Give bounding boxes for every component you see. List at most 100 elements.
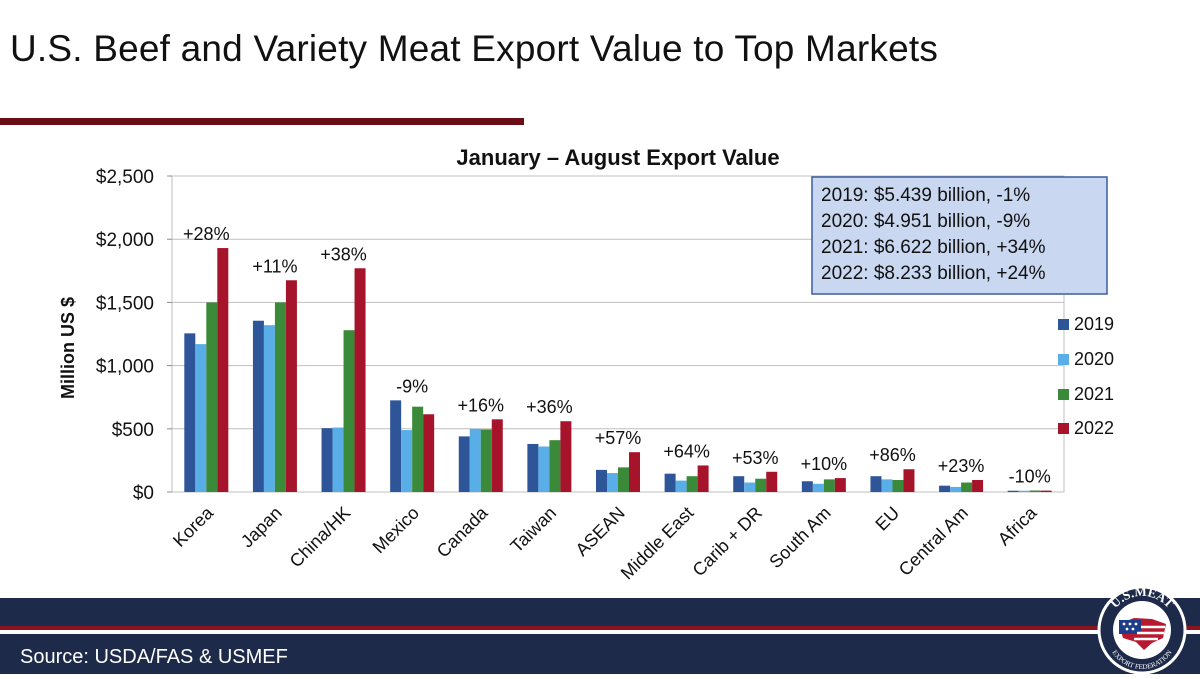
summary-line: 2020: $4.951 billion, -9% (821, 211, 1030, 232)
legend-label: 2021 (1074, 384, 1114, 404)
bar-2022 (285, 280, 297, 492)
change-label: +57% (595, 428, 642, 448)
bar-2020 (263, 325, 275, 492)
change-label: +23% (938, 456, 985, 476)
bar-2020 (1018, 490, 1030, 492)
bar-2019 (527, 443, 539, 492)
bar-2019 (664, 473, 676, 492)
bar-2022 (560, 421, 572, 492)
x-tick-label: Japan (237, 503, 286, 552)
change-label: +11% (252, 256, 297, 276)
x-tick-label: Africa (994, 502, 1041, 549)
x-tick-label: ASEAN (572, 503, 629, 560)
bar-2021 (755, 478, 767, 492)
legend-swatch (1058, 354, 1069, 365)
bar-2022 (217, 248, 229, 492)
bar-2021 (549, 440, 561, 492)
bar-2020 (195, 344, 207, 492)
y-axis-label: Million US $ (58, 297, 78, 399)
summary-line: 2022: $8.233 billion, +24% (821, 263, 1046, 284)
footer-band (0, 598, 1200, 626)
legend-swatch (1058, 319, 1069, 330)
change-label: +86% (869, 445, 916, 465)
legend-swatch (1058, 389, 1069, 400)
bar-2021 (823, 479, 835, 492)
bar-2022 (903, 469, 915, 492)
bar-2019 (184, 333, 196, 492)
bar-2019 (1007, 490, 1019, 492)
bar-2022 (766, 471, 778, 492)
bar-2020 (538, 446, 550, 492)
x-tick-label: Canada (433, 502, 492, 561)
y-tick-label: $1,000 (96, 357, 154, 378)
chart-title: January – August Export Value (456, 145, 779, 170)
source-text: Source: USDA/FAS & USMEF (20, 646, 288, 668)
y-tick-label: $1,500 (96, 293, 154, 314)
summary-box (811, 176, 1108, 295)
legend-swatch (1058, 423, 1069, 434)
x-tick-label: Korea (169, 502, 218, 551)
slide-title: U.S. Beef and Variety Meat Export Value … (10, 28, 939, 69)
export-value-chart: $0 $500 $1,000 $1,500 $2,000 $2,500 January – … (58, 145, 1114, 584)
x-tick-label: Taiwan (506, 503, 560, 557)
footer-gap (0, 630, 1200, 634)
bar-2021 (892, 479, 904, 492)
x-tick-label: Central Am (895, 503, 972, 580)
legend-label: 2022 (1074, 418, 1114, 438)
bar-2020 (469, 428, 481, 492)
bar-2019 (321, 428, 333, 492)
x-tick-label: Middle East (617, 503, 698, 584)
bar-2021 (618, 467, 629, 492)
change-label: +53% (732, 448, 779, 468)
footer-stripe (0, 626, 1200, 630)
bar-2019 (252, 320, 264, 492)
x-tick-label: EU (871, 503, 903, 535)
change-label: +28% (183, 224, 230, 244)
bar-2021 (1029, 490, 1041, 492)
bar-2020 (950, 486, 962, 492)
x-tick-label: Mexico (369, 503, 423, 557)
y-tick-label: $2,500 (96, 167, 154, 188)
bar-2020 (607, 473, 618, 492)
footer-bottom (0, 634, 1200, 674)
change-label: +16% (457, 395, 504, 415)
bar-2022 (354, 268, 366, 492)
y-tick-label: $500 (112, 420, 154, 441)
change-label: -9% (396, 376, 428, 396)
bar-2019 (939, 485, 951, 492)
bar-2019 (390, 400, 402, 492)
bar-2019 (870, 476, 882, 492)
summary-line: 2019: $5.439 billion, -1% (821, 185, 1030, 206)
bar-2019 (596, 469, 607, 492)
change-label: +36% (526, 397, 573, 417)
bar-2019 (733, 476, 745, 492)
legend-label: 2020 (1074, 349, 1114, 369)
legend-label: 2019 (1074, 314, 1114, 334)
y-tick-label: $2,000 (96, 230, 154, 251)
summary-line: 2021: $6.622 billion, +34% (821, 237, 1046, 258)
bar-2020 (812, 483, 824, 492)
bar-2022 (697, 465, 709, 492)
bar-2021 (206, 302, 218, 492)
change-label: -10% (1009, 466, 1051, 486)
title-rule (0, 118, 524, 125)
bar-2020 (401, 430, 413, 492)
usmef-logo: U.S.MEAT EXPORT FEDERATION (1090, 580, 1194, 675)
bar-2022 (423, 414, 435, 492)
bar-2021 (343, 330, 355, 492)
bar-2020 (744, 482, 756, 492)
bar-2022 (491, 419, 503, 492)
bar-2020 (675, 480, 687, 492)
change-label: +10% (801, 454, 848, 474)
y-tick-label: $0 (133, 483, 154, 504)
change-label: +64% (663, 441, 710, 461)
bar-2021 (412, 406, 424, 492)
bar-2022 (629, 452, 640, 492)
x-tick-label: China/HK (286, 503, 355, 572)
bar-2022 (1040, 490, 1052, 492)
bar-2022 (972, 479, 984, 492)
bar-2022 (834, 478, 846, 492)
bar-2021 (686, 476, 698, 492)
usmef-logo-icon: U.S.MEAT EXPORT FEDERATION (1097, 584, 1187, 675)
bar-2021 (961, 482, 973, 492)
